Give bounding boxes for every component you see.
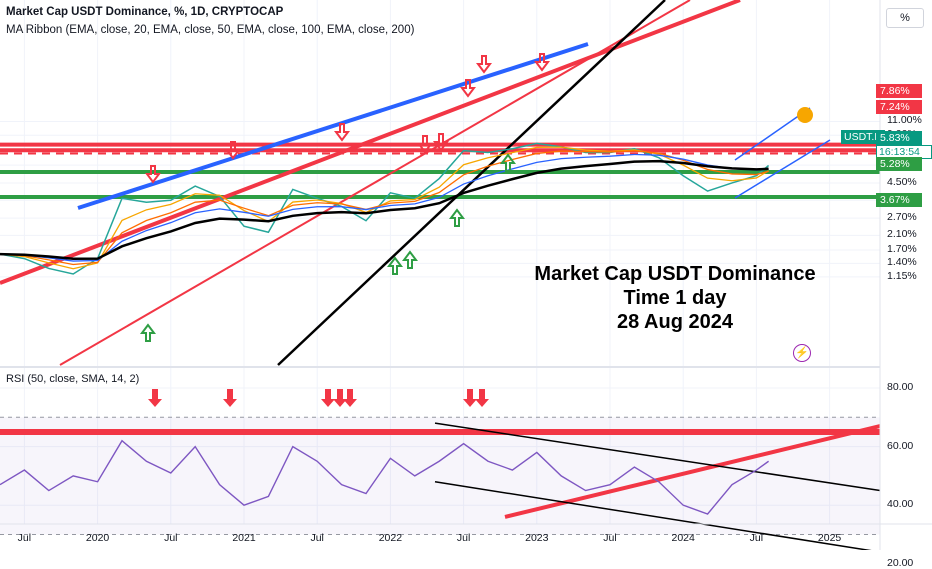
green-up-arrow — [500, 153, 516, 172]
time-tick-label: Jul — [310, 532, 324, 544]
green-up-arrow — [402, 250, 418, 269]
chart-annotation: Market Cap USDT Dominance Time 1 day 28 … — [520, 262, 830, 334]
rsi-down-arrow — [475, 389, 489, 407]
rsi-tick-label: 20.00 — [887, 556, 914, 569]
time-tick-label: 2020 — [85, 532, 110, 544]
ema-line — [0, 150, 769, 266]
green-up-arrow — [449, 208, 465, 227]
time-tick-label: Jul — [603, 532, 617, 544]
price-tick-label: 2.70% — [887, 211, 917, 224]
price-line — [0, 142, 770, 275]
arrows — [140, 53, 550, 342]
green-up-arrow — [387, 256, 403, 275]
rsi-down-arrow — [223, 389, 237, 407]
time-tick-label: 2025 — [817, 532, 842, 544]
price-tick-label: 1.40% — [887, 256, 917, 269]
rsi-down-arrow — [148, 389, 162, 407]
ema-line — [0, 159, 769, 260]
rsi-line — [0, 439, 770, 515]
red-down-arrow — [433, 133, 449, 152]
red-down-arrow — [225, 141, 241, 160]
green-up-arrow — [140, 323, 156, 342]
price-series — [0, 142, 770, 275]
rsi-tick-label: 80.00 — [887, 381, 914, 393]
red-trendline-lower — [59, 0, 691, 366]
price-tick-label: 4.50% — [887, 175, 917, 188]
rsi-panel — [0, 389, 881, 550]
rsi-down-arrow — [333, 389, 347, 407]
red-down-arrow — [476, 55, 492, 74]
red-down-arrow — [534, 53, 550, 72]
rsi-legend[interactable]: RSI (50, close, SMA, 14, 2) — [6, 373, 140, 385]
lightning-icon[interactable]: ⚡ — [793, 344, 811, 362]
rsi-down-arrow — [343, 389, 357, 407]
annotation-line-2: Time 1 day — [623, 287, 727, 309]
grid — [0, 0, 880, 524]
red-down-arrow — [334, 123, 350, 142]
black-trendline — [277, 0, 666, 366]
time-tick-label: Jul — [17, 532, 32, 544]
rsi-trendline — [504, 424, 881, 519]
time-tick-label: 2023 — [525, 532, 549, 544]
time-tick-label: Jul — [164, 532, 178, 544]
price-tick-label: 1.15% — [887, 269, 917, 282]
symbol-label: USDT.D — [841, 130, 885, 144]
rsi-channel-lower — [434, 481, 872, 550]
time-tick-label: 2024 — [671, 532, 695, 544]
annotation-line-1: Market Cap USDT Dominance — [534, 263, 816, 285]
rsi-tick-label: 40.00 — [887, 498, 914, 511]
price-tick-label: 2.10% — [887, 228, 917, 241]
ema-line — [0, 153, 769, 262]
chart-canvas[interactable] — [0, 0, 932, 550]
price-tick-label: 11.00% — [887, 114, 922, 127]
chart-title: Market Cap USDT Dominance, %, 1D, CRYPTO… — [6, 6, 284, 18]
level-badge-low: 3.67% — [876, 193, 922, 207]
ma-ribbon-legend[interactable]: MA Ribbon (EMA, close, 20, EMA, close, 5… — [6, 24, 415, 36]
red-down-arrow — [145, 165, 161, 184]
time-tick-label: 2021 — [232, 532, 256, 544]
rsi-band — [0, 417, 880, 535]
rsi-down-arrow — [463, 389, 477, 407]
price-tick-label: 1.70% — [887, 242, 917, 255]
emoji-icon — [797, 107, 813, 123]
level-badge-high1: 7.86% — [876, 84, 922, 98]
level-badge-mid: 5.28% — [876, 157, 922, 171]
blue-trendline — [77, 42, 589, 210]
channel-lower — [734, 139, 831, 199]
rsi-down-arrow — [321, 389, 335, 407]
red-down-arrow — [417, 135, 433, 154]
last-price-badge: 5.83% — [876, 131, 922, 145]
time-tick-label: Jul — [456, 532, 471, 544]
level-badge-high2: 7.24% — [876, 100, 922, 114]
time-tick-label: Jul — [749, 532, 764, 544]
red-down-arrow — [460, 79, 476, 98]
rsi-channel-upper — [434, 422, 881, 492]
annotation-line-3: 28 Aug 2024 — [617, 311, 733, 333]
time-tick-label: 2022 — [378, 532, 403, 544]
rsi-tick-label: 60.00 — [887, 439, 914, 452]
scale-percent-button[interactable]: % — [886, 8, 924, 28]
